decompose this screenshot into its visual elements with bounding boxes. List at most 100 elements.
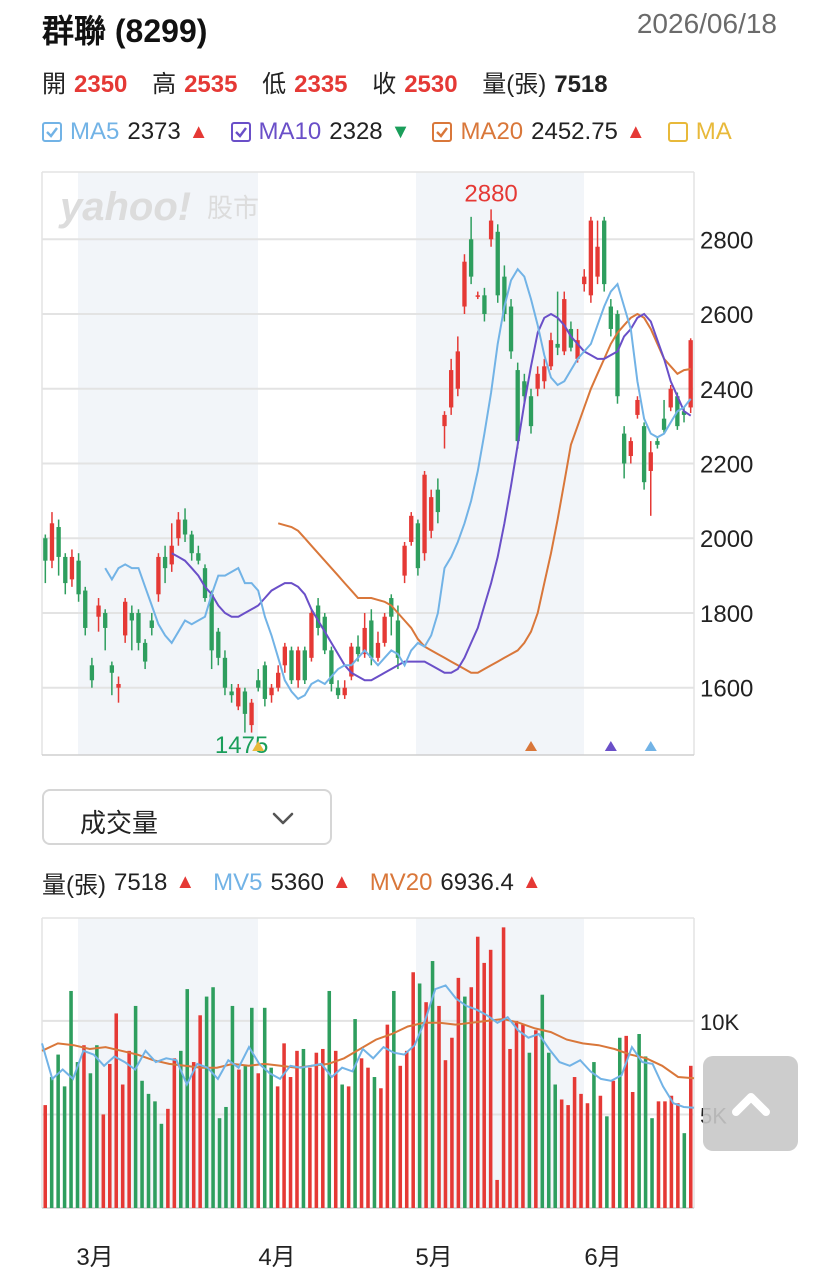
candle-body — [295, 650, 301, 681]
volume-value: 7518 — [554, 71, 608, 98]
candle — [648, 441, 653, 516]
ma-value: 2452.75 — [531, 118, 618, 145]
volume-bar — [75, 1062, 80, 1208]
volume-chart[interactable]: 5K10K3月4月5月6月 — [0, 910, 817, 1280]
ma-legend-item-MA20[interactable]: MA20 2452.75 ▲ — [432, 118, 646, 146]
volume-bar — [114, 1013, 119, 1208]
candle — [262, 661, 268, 707]
cross-marker-icon — [604, 741, 617, 751]
x-tick-label: 3月 — [76, 1244, 113, 1271]
indicator-selector-label: 成交量 — [80, 808, 159, 838]
chart-date: 2026/06/18 — [636, 8, 777, 39]
ma-legend-item-MA5[interactable]: MA5 2373 ▲ — [42, 118, 209, 146]
volume-bar — [379, 1088, 383, 1208]
candle-body — [442, 414, 447, 427]
high-label: 高 — [152, 71, 177, 98]
volume-bar — [598, 1095, 603, 1208]
candle — [482, 287, 487, 322]
volume-bar — [179, 1050, 183, 1208]
volume-bar — [327, 990, 332, 1208]
candle-body — [129, 612, 134, 621]
indicator-selector[interactable]: 成交量 — [42, 789, 332, 845]
checkbox-icon[interactable] — [230, 122, 251, 142]
candle-body — [415, 523, 421, 569]
candle — [548, 332, 554, 371]
candle — [123, 598, 128, 643]
volume-bar — [624, 1035, 628, 1208]
candle — [528, 388, 534, 434]
candle-body — [149, 620, 154, 628]
candle — [641, 422, 647, 490]
trend-down-icon: ▼ — [390, 120, 411, 143]
candle — [495, 224, 500, 303]
candle-body — [156, 556, 161, 595]
candle-body — [628, 441, 633, 457]
candle — [542, 358, 547, 389]
candle-body — [362, 627, 367, 655]
candle — [688, 338, 693, 414]
ma-name: MA20 — [460, 118, 524, 145]
volume-bar — [224, 1106, 228, 1208]
candle-body — [588, 220, 594, 296]
y-tick-label: 2400 — [700, 377, 753, 404]
candle-body — [329, 650, 334, 684]
candle-body — [648, 452, 653, 471]
candle — [635, 396, 640, 419]
candle-body — [395, 620, 401, 658]
y-tick-label: 2000 — [700, 526, 753, 553]
candle — [575, 328, 580, 363]
ma-name: MA — [695, 118, 732, 145]
open-label: 開 — [42, 71, 66, 98]
volume-bar — [398, 1065, 403, 1208]
candle-body — [209, 594, 214, 651]
cross-marker-icon — [252, 741, 265, 751]
candle-body — [641, 426, 647, 483]
volume-bar — [133, 1005, 138, 1208]
volume-bar — [617, 1037, 622, 1208]
volume-bar — [605, 1116, 609, 1208]
candle — [415, 519, 421, 576]
y-tick-label: 2200 — [700, 452, 753, 479]
volume-bar — [321, 1048, 325, 1208]
candle-body — [142, 642, 148, 662]
candle — [96, 598, 101, 632]
candle-body — [548, 340, 554, 367]
close-label: 收 — [372, 71, 397, 98]
ma20-line — [277, 312, 691, 674]
checkbox-icon[interactable] — [42, 122, 62, 142]
volume-bar — [663, 1101, 667, 1208]
candle-body — [342, 687, 347, 696]
candle — [422, 470, 427, 561]
scroll-top-button[interactable] — [703, 1056, 798, 1151]
volume-legend-name: MV5 — [213, 868, 263, 896]
candle — [276, 665, 281, 692]
checkbox-icon[interactable] — [432, 122, 453, 142]
volume-bar — [366, 1067, 370, 1208]
price-chart[interactable]: yahoo! 股市 1600 1800 2000 2200 2400 2600 2800 2880… — [0, 165, 817, 765]
volume-bar — [392, 990, 396, 1208]
volume-bar — [211, 987, 215, 1208]
volume-bar — [146, 1093, 151, 1208]
candle-body — [369, 620, 374, 658]
ma-legend-item-MA[interactable]: MA — [667, 118, 732, 146]
candle-body — [162, 556, 168, 569]
candle — [382, 612, 387, 647]
volume-bar — [108, 1063, 112, 1208]
volume-bar — [217, 1118, 222, 1208]
candle-body — [449, 370, 454, 408]
candle — [129, 605, 134, 651]
candle — [475, 291, 480, 300]
candle-body — [229, 691, 234, 696]
volume-bar — [185, 989, 190, 1208]
checkbox-icon[interactable] — [667, 122, 688, 142]
volume-bar — [508, 1048, 512, 1208]
volume-bar — [534, 1030, 538, 1208]
candle — [202, 564, 208, 602]
candle-body — [63, 556, 68, 584]
volume-bar — [49, 1077, 54, 1208]
candle-body — [655, 441, 660, 445]
trend-up-icon: ▲ — [188, 120, 209, 143]
volume-bar — [669, 1095, 674, 1208]
candle — [595, 220, 600, 285]
ma-legend-item-MA10[interactable]: MA10 2328 ▼ — [230, 118, 411, 146]
